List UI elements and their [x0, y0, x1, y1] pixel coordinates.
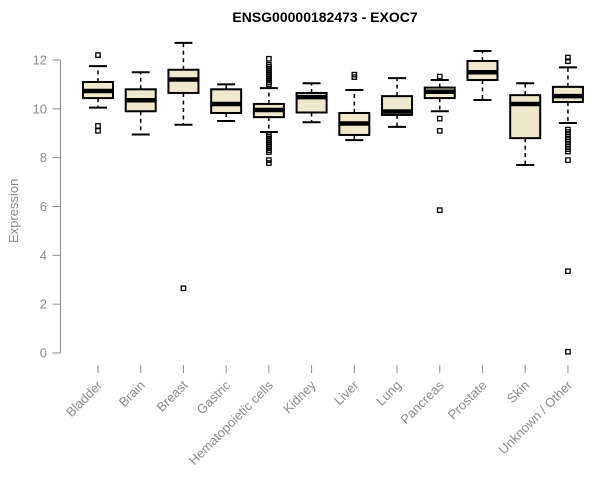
outlier-point — [436, 127, 443, 134]
y-axis-label: Expression — [6, 178, 21, 243]
outlier-point — [95, 123, 101, 129]
boxplot-unknown-other — [551, 54, 584, 355]
boxplot-pancreas — [423, 73, 456, 214]
outlier-point — [565, 348, 571, 355]
x-category-label: Gastric — [194, 377, 234, 417]
x-category-label: Unknown / Other — [495, 377, 575, 457]
outlier-point — [266, 157, 272, 163]
outlier-point — [266, 81, 272, 88]
outlier-point — [436, 207, 443, 214]
box-iqr — [509, 94, 542, 140]
boxplot-breast — [167, 41, 200, 292]
outlier-point — [180, 285, 187, 292]
x-category-label: Skin — [504, 378, 532, 406]
outlier-point — [565, 268, 571, 275]
x-category-label: Bladder — [63, 377, 106, 420]
outlier-point — [436, 115, 443, 122]
x-category-label: Liver — [331, 377, 362, 408]
boxplot-brain — [124, 71, 157, 136]
boxplot-bladder — [82, 52, 114, 134]
boxplot-gastric — [210, 83, 243, 123]
outlier-point — [565, 148, 571, 155]
boxplot-skin — [509, 82, 542, 166]
x-category-label: Hematopoietic cells — [186, 377, 277, 468]
boxplot-hematopoietic-cells — [252, 55, 285, 166]
y-tick-label: 12 — [33, 53, 47, 68]
outlier-point — [565, 54, 571, 61]
y-tick-label: 10 — [33, 101, 47, 116]
chart-title: ENSG00000182473 - EXOC7 — [232, 9, 418, 25]
y-tick-label: 8 — [40, 150, 47, 165]
box-iqr — [210, 88, 243, 114]
boxplot-prostate — [466, 49, 499, 102]
boxplot-liver — [338, 71, 371, 142]
y-tick-label: 0 — [40, 346, 47, 361]
outlier-point — [95, 52, 101, 58]
x-category-label: Lung — [373, 378, 404, 409]
outlier-point — [565, 58, 571, 65]
outlier-point — [565, 157, 571, 163]
boxplot-kidney — [295, 82, 328, 124]
y-tick-label: 2 — [40, 297, 47, 312]
x-category-label: Prostate — [445, 378, 490, 423]
outlier-point — [266, 55, 272, 62]
outlier-point — [351, 74, 358, 80]
outlier-point — [266, 160, 272, 166]
x-category-label: Pancreas — [397, 377, 447, 427]
x-category-label: Brain — [116, 378, 148, 410]
x-category-label: Breast — [153, 377, 190, 414]
y-tick-label: 4 — [40, 248, 47, 263]
outlier-point — [95, 127, 101, 134]
boxplot-lung — [381, 77, 414, 128]
y-tick-label: 6 — [40, 199, 47, 214]
outlier-point — [436, 73, 443, 80]
x-category-label: Kidney — [280, 377, 319, 416]
outlier-point — [266, 149, 272, 155]
